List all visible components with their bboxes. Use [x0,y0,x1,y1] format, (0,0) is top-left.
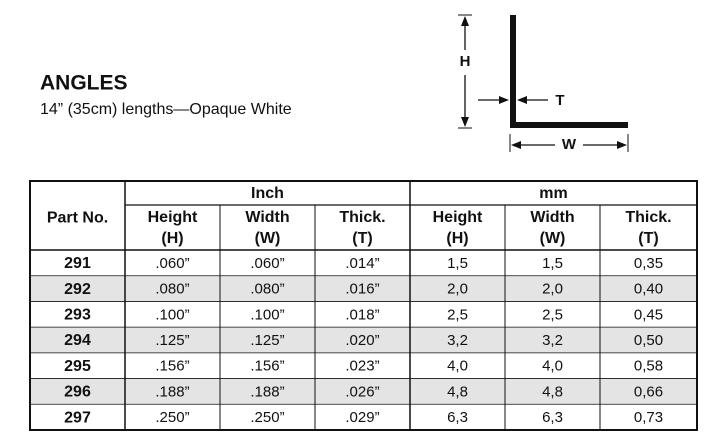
diagram-label: H [460,53,471,70]
group-header: Inch [251,185,284,202]
cell: .023” [345,358,379,375]
cell: 1,5 [542,255,563,272]
cell: .156” [250,358,284,375]
cell: 4,8 [542,383,563,400]
cell: .250” [155,409,189,426]
column-symbol: (T) [352,230,372,247]
cell: .250” [250,409,284,426]
table-border [29,180,698,431]
cell: .014” [345,255,379,272]
row-shade [30,378,697,405]
cell: 2,5 [542,306,563,323]
cell: 2,5 [447,306,468,323]
cell: 3,2 [447,332,468,349]
column-header: Width [530,209,574,226]
cell: 4,8 [447,383,468,400]
cell: 6,3 [542,409,563,426]
subtitle: 14” (35cm) lengths—Opaque White [40,101,292,118]
cell: .020” [345,332,379,349]
part-number: 291 [64,255,91,272]
cell: .080” [155,281,189,298]
cell: .060” [155,255,189,272]
column-symbol: (W) [540,230,566,247]
column-header: Height [433,209,483,226]
diagram-label: W [562,136,577,153]
cell: .029” [345,409,379,426]
cell: 1,5 [447,255,468,272]
column-header: Thick. [339,209,385,226]
cell: .100” [155,306,189,323]
title: ANGLES [40,72,128,95]
column-header: Thick. [625,209,671,226]
table: Inch mm Part No. Height (H) Width (W) Thick. (T)… [29,180,698,431]
row-shade [30,275,697,302]
cell: .060” [250,255,284,272]
part-number: 294 [64,332,91,349]
column-header: Part No. [47,210,108,227]
cell: 0,58 [634,358,663,375]
cell: .125” [250,332,284,349]
cell: 4,0 [447,358,468,375]
diagram-label: T [555,92,564,109]
cell: 6,3 [447,409,468,426]
column-symbol: (W) [255,230,281,247]
cell: 0,73 [634,409,663,426]
cell: 0,50 [634,332,663,349]
cell: 0,40 [634,281,663,298]
cell: 3,2 [542,332,563,349]
cell: .080” [250,281,284,298]
cell: 2,0 [542,281,563,298]
cell: .156” [155,358,189,375]
cell: 0,66 [634,383,663,400]
cell: 0,35 [634,255,663,272]
cell: .018” [345,306,379,323]
part-number: 297 [64,409,91,426]
part-number: 295 [64,358,91,375]
part-number: 296 [64,384,91,401]
column-header: Width [245,209,289,226]
column-header: Height [148,209,198,226]
cell: .188” [250,383,284,400]
cell: .026” [345,383,379,400]
cell: .016” [345,281,379,298]
row-shade [30,327,697,353]
group-header: mm [539,185,567,202]
cell: .100” [250,306,284,323]
column-symbol: (H) [161,230,183,247]
cell: .125” [155,332,189,349]
column-symbol: (H) [446,230,468,247]
cell: .188” [155,383,189,400]
cell: 0,45 [634,306,663,323]
part-number: 293 [64,307,91,324]
cell: 2,0 [447,281,468,298]
cell: 4,0 [542,358,563,375]
part-number: 292 [64,281,91,298]
column-symbol: (T) [638,230,658,247]
angle-diagram [458,14,629,152]
